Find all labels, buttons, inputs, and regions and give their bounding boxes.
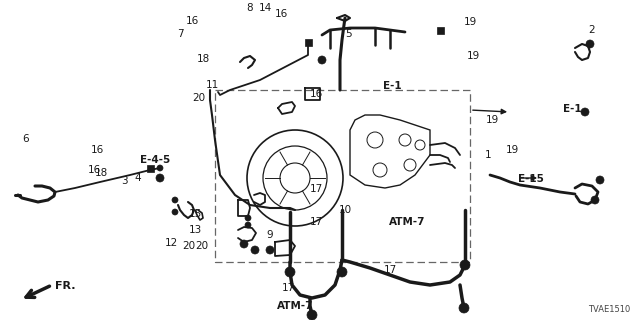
Circle shape: [460, 260, 470, 270]
Text: E-15: E-15: [518, 174, 544, 184]
Text: 20: 20: [182, 241, 195, 252]
Bar: [305, 38, 312, 45]
Circle shape: [266, 246, 274, 254]
Text: 5: 5: [346, 28, 352, 39]
Text: E-1: E-1: [563, 104, 582, 114]
Bar: [147, 164, 154, 172]
Text: 17: 17: [310, 217, 323, 228]
Circle shape: [251, 246, 259, 254]
Circle shape: [172, 209, 178, 215]
Text: 13: 13: [189, 225, 202, 236]
Text: FR.: FR.: [55, 281, 76, 291]
Text: E-1: E-1: [383, 81, 401, 91]
Circle shape: [459, 303, 469, 313]
Text: 17: 17: [282, 283, 294, 293]
Circle shape: [307, 310, 317, 320]
Text: 16: 16: [186, 16, 198, 26]
Circle shape: [156, 174, 164, 182]
Text: 14: 14: [259, 3, 272, 13]
Text: 4: 4: [134, 172, 141, 183]
Circle shape: [172, 197, 178, 203]
Circle shape: [245, 222, 251, 228]
Text: 9: 9: [267, 230, 273, 240]
Text: 19: 19: [467, 51, 480, 61]
Circle shape: [596, 176, 604, 184]
Text: ATM-7: ATM-7: [389, 217, 426, 228]
Text: 20: 20: [195, 241, 208, 252]
Text: 6: 6: [22, 134, 29, 144]
Text: 7: 7: [177, 28, 184, 39]
Text: 19: 19: [486, 115, 499, 125]
Text: 8: 8: [246, 3, 253, 13]
Circle shape: [318, 56, 326, 64]
Text: ATM-7: ATM-7: [276, 300, 313, 311]
Text: 2: 2: [589, 25, 595, 36]
Text: TVAE1510: TVAE1510: [588, 305, 630, 314]
Text: 16: 16: [92, 145, 104, 156]
Text: 17: 17: [310, 184, 323, 194]
Text: 12: 12: [165, 238, 178, 248]
Circle shape: [285, 267, 295, 277]
Text: 15: 15: [189, 209, 202, 220]
Circle shape: [157, 165, 163, 171]
Bar: [215, 90, 470, 262]
Circle shape: [245, 215, 251, 221]
Text: 16: 16: [310, 89, 323, 100]
Text: 18: 18: [95, 168, 108, 178]
Text: 17: 17: [384, 265, 397, 276]
Circle shape: [581, 108, 589, 116]
Circle shape: [586, 40, 594, 48]
Text: 1: 1: [485, 150, 492, 160]
Text: 16: 16: [275, 9, 288, 20]
Circle shape: [337, 267, 347, 277]
Text: 19: 19: [464, 17, 477, 27]
Text: 19: 19: [506, 145, 518, 156]
Text: 3: 3: [122, 176, 128, 186]
Text: 18: 18: [197, 54, 210, 64]
Text: E-4-5: E-4-5: [140, 155, 170, 165]
Text: 20: 20: [192, 92, 205, 103]
Text: 11: 11: [206, 80, 219, 90]
Circle shape: [240, 240, 248, 248]
Circle shape: [591, 196, 599, 204]
Text: 10: 10: [339, 204, 352, 215]
Bar: [436, 27, 444, 34]
Text: 16: 16: [88, 164, 101, 175]
